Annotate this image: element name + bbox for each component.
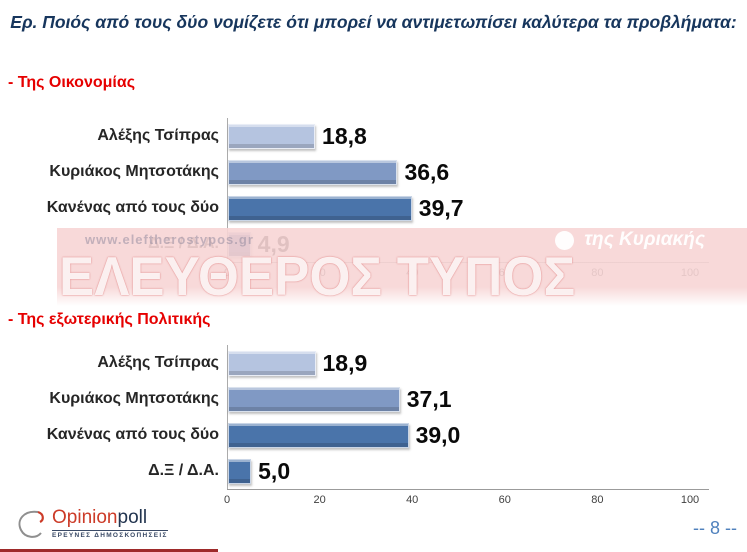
value-label: 36,6	[404, 158, 450, 185]
category-label: Κανένας από τους δύο	[46, 199, 219, 216]
logo-name-part2: poll	[117, 507, 148, 528]
category-label: Κυριάκος Μητσοτάκης	[49, 163, 219, 180]
plot-area: 36,6	[227, 154, 691, 190]
economy-bar-chart: Αλέξης Τσίπρας 18,8 Κυριάκος Μητσοτάκης …	[0, 118, 747, 281]
table-row: Αλέξης Τσίπρας 18,8	[0, 118, 747, 154]
value-label: 5,0	[258, 457, 291, 484]
x-axis-line	[227, 489, 709, 490]
table-row: Αλέξης Τσίπρας 18,9	[0, 345, 747, 381]
plot-area: 18,8	[227, 118, 691, 154]
plot-area: 39,7	[227, 190, 691, 226]
foreign-policy-bar-chart: Αλέξης Τσίπρας 18,9 Κυριάκος Μητσοτάκης …	[0, 345, 747, 508]
table-row: Δ.Ξ / Δ.Α. 5,0	[0, 453, 747, 489]
section-header-foreign-policy: - Της εξωτερικής Πολιτικής	[8, 311, 211, 328]
x-tick: 40	[406, 267, 419, 279]
opinionpoll-swoosh-icon	[18, 510, 44, 538]
category-label: Δ.Ξ / Δ.Α.	[148, 462, 219, 479]
value-label: 37,1	[406, 385, 452, 412]
bar	[228, 159, 398, 185]
table-row: Κυριάκος Μητσοτάκης 36,6	[0, 154, 747, 190]
category-label: Δ.Ξ / Δ.Α.	[148, 235, 219, 252]
opinionpoll-logo: Opinionpoll ΕΡΕΥΝΕΣ ΔΗΜΟΣΚΟΠΗΣΕΙΣ	[14, 508, 168, 544]
bar	[228, 422, 409, 448]
plot-area: 5,0	[227, 453, 691, 489]
bar	[228, 458, 252, 484]
page-number: -- 8 --	[693, 518, 737, 538]
bar	[228, 123, 316, 149]
opinionpoll-logo-text: Opinionpoll ΕΡΕΥΝΕΣ ΔΗΜΟΣΚΟΠΗΣΕΙΣ	[52, 508, 168, 539]
bar	[228, 231, 251, 257]
x-tick: 0	[223, 494, 231, 506]
question-title: Ερ. Ποιός από τους δύο νομίζετε ότι μπορ…	[10, 12, 737, 32]
x-axis-ticks: 0 20 40 60 80 100	[223, 263, 699, 281]
x-tick: 80	[591, 267, 604, 279]
bar	[228, 195, 412, 221]
plot-area: 4,9	[227, 226, 691, 262]
x-tick: 100	[680, 267, 700, 279]
footer-accent-line	[0, 549, 218, 552]
x-tick: 80	[591, 494, 604, 506]
section-header-economy: - Της Οικονομίας	[8, 74, 136, 91]
plot-area: 39,0	[227, 417, 691, 453]
plot-area: 18,9	[227, 345, 691, 381]
bar	[228, 350, 316, 376]
x-tick: 0	[223, 267, 231, 279]
x-tick: 20	[313, 267, 326, 279]
category-label: Κανένας από τους δύο	[46, 426, 219, 443]
opinionpoll-tagline: ΕΡΕΥΝΕΣ ΔΗΜΟΣΚΟΠΗΣΕΙΣ	[52, 530, 168, 539]
x-tick: 100	[680, 494, 700, 506]
category-label: Αλέξης Τσίπρας	[97, 354, 219, 371]
plot-area: 37,1	[227, 381, 691, 417]
logo-name-part1: Opinion	[52, 507, 118, 528]
bar	[228, 386, 400, 412]
x-tick: 60	[498, 494, 511, 506]
table-row: Κανένας από τους δύο 39,0	[0, 417, 747, 453]
x-axis-ticks: 0 20 40 60 80 100	[223, 490, 699, 508]
category-label: Κυριάκος Μητσοτάκης	[49, 390, 219, 407]
value-label: 18,8	[322, 122, 367, 149]
value-label: 18,9	[322, 349, 368, 376]
value-label: 39,0	[415, 421, 461, 448]
category-label: Αλέξης Τσίπρας	[97, 127, 219, 144]
opinionpoll-logo-name: Opinionpoll	[52, 508, 168, 528]
x-tick: 20	[313, 494, 326, 506]
value-label: 39,7	[418, 194, 464, 221]
table-row: Κυριάκος Μητσοτάκης 37,1	[0, 381, 747, 417]
x-tick: 40	[406, 494, 419, 506]
value-label: 4,9	[257, 230, 290, 257]
table-row: Κανένας από τους δύο 39,7	[0, 190, 747, 226]
table-row: Δ.Ξ / Δ.Α. 4,9	[0, 226, 747, 262]
x-tick: 60	[498, 267, 511, 279]
